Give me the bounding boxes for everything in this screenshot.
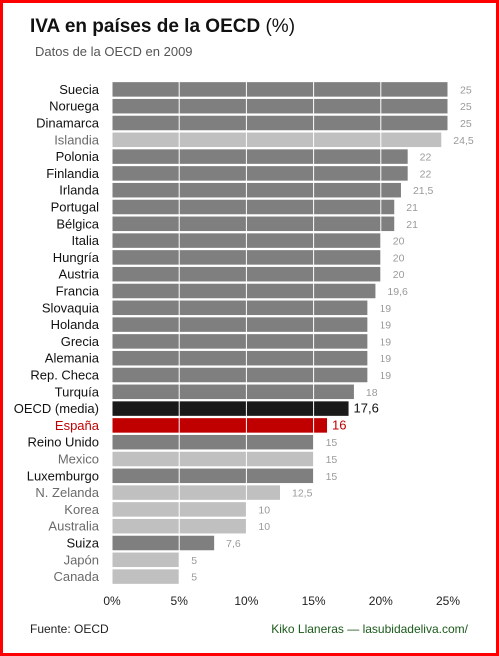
category-label: Turquía xyxy=(55,384,100,399)
category-label: OECD (media) xyxy=(14,401,99,416)
value-label: 10 xyxy=(258,521,270,533)
bar xyxy=(112,149,408,164)
category-label: Alemania xyxy=(45,351,100,366)
chart-title: IVA en países de la OECD (%) xyxy=(30,16,295,38)
category-label: Hungría xyxy=(53,250,100,265)
value-label: 21 xyxy=(406,202,418,214)
value-label: 25 xyxy=(460,101,472,113)
value-label: 15 xyxy=(326,454,338,466)
value-label: 19 xyxy=(379,303,391,315)
value-label: 21 xyxy=(406,219,418,231)
bar xyxy=(112,384,354,400)
category-label: Slovaquia xyxy=(42,300,100,315)
value-label: 15 xyxy=(326,471,338,483)
source-note: Fuente: OECD xyxy=(30,622,109,636)
x-tick-label: 20% xyxy=(369,594,393,608)
value-label: 10 xyxy=(258,504,270,516)
value-label: 7,6 xyxy=(226,538,241,550)
category-label: Korea xyxy=(64,502,99,517)
x-tick-label: 5% xyxy=(171,594,189,608)
category-label: Grecia xyxy=(61,334,100,349)
bar xyxy=(112,317,368,332)
bar xyxy=(112,367,368,383)
chart-title-text: IVA en países de la OECD xyxy=(30,16,261,37)
bar xyxy=(112,350,368,366)
bar xyxy=(112,535,215,551)
category-label: Luxemburgo xyxy=(27,468,99,483)
chart-subtitle: Datos de la OECD en 2009 xyxy=(35,44,193,59)
bar xyxy=(112,468,314,484)
value-label: 5 xyxy=(191,555,197,567)
value-label: 18 xyxy=(366,387,378,399)
category-label: Suecia xyxy=(59,82,100,97)
value-label: 19,6 xyxy=(387,286,408,298)
category-label: Reino Unido xyxy=(27,435,99,450)
value-label: 25 xyxy=(460,118,472,130)
bar xyxy=(112,401,349,416)
bar xyxy=(112,283,376,299)
category-label: Rep. Checa xyxy=(30,368,99,383)
bar-chart: Suecia 25 Noruega 25 Dinamarca 25 Islandia 24,5… xyxy=(14,81,474,608)
x-tick-label: 10% xyxy=(234,594,258,608)
chart-title-unit: (%) xyxy=(265,16,296,37)
category-label: Portugal xyxy=(51,200,100,215)
category-label: N. Zelanda xyxy=(35,485,99,500)
value-label: 12,5 xyxy=(292,488,313,500)
bar xyxy=(112,434,314,450)
value-label: 19 xyxy=(379,370,391,382)
x-tick-label: 15% xyxy=(302,594,326,608)
value-label: 15 xyxy=(326,437,338,449)
value-label: 20 xyxy=(393,252,405,264)
category-label: Canada xyxy=(53,569,99,584)
category-label: Bélgica xyxy=(56,216,99,231)
bar xyxy=(112,552,180,568)
bar xyxy=(112,115,448,131)
bar xyxy=(112,132,442,148)
value-label: 22 xyxy=(420,152,432,164)
bar xyxy=(112,418,328,433)
category-label: Suiza xyxy=(66,536,99,551)
category-label: Dinamarca xyxy=(36,116,100,131)
value-label: 17,6 xyxy=(354,401,379,416)
category-label: Islandia xyxy=(54,132,100,147)
category-label: Australia xyxy=(48,519,99,534)
category-label: España xyxy=(55,418,100,433)
value-label: 19 xyxy=(379,353,391,365)
value-label: 20 xyxy=(393,269,405,281)
bar xyxy=(112,199,395,215)
bar xyxy=(112,334,368,349)
category-label: Italia xyxy=(72,233,100,248)
value-label: 5 xyxy=(191,572,197,584)
value-label: 20 xyxy=(393,236,405,248)
category-label: Austria xyxy=(59,267,100,282)
bar xyxy=(112,98,448,114)
bar xyxy=(112,166,408,181)
category-label: Polonia xyxy=(56,149,100,164)
value-label: 19 xyxy=(379,320,391,332)
author-credit[interactable]: Kiko Llaneras — lasubidadeliva.com/ xyxy=(271,622,468,636)
category-label: Finlandia xyxy=(46,166,100,181)
value-label: 16 xyxy=(332,417,346,432)
value-label: 25 xyxy=(460,84,472,96)
value-label: 24,5 xyxy=(453,135,474,147)
value-label: 19 xyxy=(379,336,391,348)
bar xyxy=(112,182,401,198)
category-label: Francia xyxy=(56,284,100,299)
bar xyxy=(112,569,180,584)
x-tick-label: 0% xyxy=(103,594,121,608)
value-label: 21,5 xyxy=(413,185,434,197)
category-label: Irlanda xyxy=(59,183,100,198)
category-label: Mexico xyxy=(58,452,99,467)
bar xyxy=(112,216,395,232)
category-label: Holanda xyxy=(51,317,100,332)
category-label: Noruega xyxy=(49,99,100,114)
bar xyxy=(112,82,448,97)
bar xyxy=(112,451,314,467)
value-label: 22 xyxy=(420,168,432,180)
x-tick-label: 25% xyxy=(436,594,460,608)
bar xyxy=(112,485,280,500)
category-label: Japón xyxy=(64,552,99,567)
bar xyxy=(112,300,368,316)
